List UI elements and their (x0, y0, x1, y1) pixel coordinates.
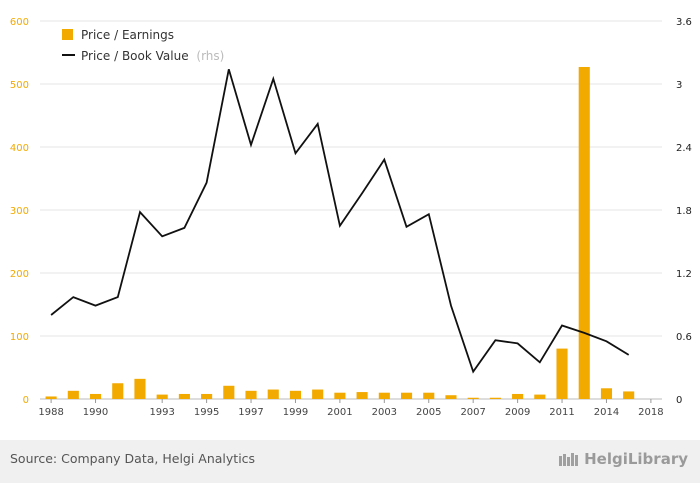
right-tick-label: 1.2 (676, 269, 692, 280)
pe-bar (89, 393, 102, 399)
left-tick-label: 500 (10, 80, 29, 91)
legend-swatch-pe (62, 29, 73, 40)
x-tick-label: 2014 (594, 407, 619, 418)
x-tick-label: 1993 (149, 407, 174, 418)
pe-bar (578, 66, 590, 400)
right-tick-label: 0.6 (676, 332, 692, 343)
x-tick-label: 1997 (238, 407, 263, 418)
pe-bar (623, 391, 635, 399)
pe-bar (223, 385, 235, 399)
legend: Price / Earnings Price / Book Value (rhs… (62, 28, 224, 63)
left-axis: 0 100 200 300 400 500 600 (10, 17, 29, 406)
left-tick-label: 300 (10, 206, 29, 217)
combo-chart: 0 100 200 300 400 500 600 0 0.6 1.2 1.8 2.4 3 3.6 19… (10, 17, 692, 418)
right-tick-label: 0 (676, 395, 682, 406)
x-tick-label: 2005 (416, 407, 441, 418)
x-tick-label: 2011 (549, 407, 574, 418)
x-tick-label: 2001 (327, 407, 352, 418)
grid-lines (40, 20, 662, 400)
right-tick-label: 3 (676, 80, 682, 91)
left-tick-label: 100 (10, 332, 29, 343)
pbv-line (50, 69, 630, 374)
legend-label-pbv-suffix: (rhs) (196, 49, 224, 63)
x-tick-label: 1999 (283, 407, 308, 418)
pe-bar (600, 388, 613, 399)
logo-text: HelgiLibrary (584, 450, 688, 468)
x-tick-label: 2007 (460, 407, 485, 418)
pe-bar (356, 392, 368, 399)
pe-bar (112, 383, 124, 399)
x-tick-label: 2003 (372, 407, 397, 418)
right-axis: 0 0.6 1.2 1.8 2.4 3 3.6 (676, 17, 692, 406)
x-tick-label: 2018 (638, 407, 663, 418)
pe-bar (423, 392, 435, 399)
legend-label-pbv-name: Price / Book Value (81, 49, 189, 63)
pbv-line-group (50, 69, 630, 374)
pe-bar (289, 390, 302, 399)
pe-bar (378, 392, 390, 399)
left-tick-label: 0 (23, 395, 29, 406)
right-tick-label: 3.6 (676, 17, 692, 28)
library-icon (559, 453, 579, 466)
pe-bar (134, 378, 146, 399)
x-tick-label: 1995 (194, 407, 219, 418)
pe-bar (534, 394, 546, 399)
pe-bars (45, 66, 635, 400)
pe-bar (156, 394, 168, 399)
left-tick-label: 200 (10, 269, 29, 280)
right-tick-label: 1.8 (676, 206, 692, 217)
pe-bar (467, 397, 479, 399)
pe-bar (67, 390, 79, 399)
pe-bar (178, 393, 190, 399)
pe-bar (312, 389, 324, 399)
pe-bar (400, 392, 413, 399)
pe-bar (512, 393, 524, 399)
source-text: Source: Company Data, Helgi Analytics (10, 451, 256, 466)
pe-bar (201, 393, 213, 399)
pe-bar (45, 396, 57, 399)
pe-bar (245, 390, 257, 399)
left-tick-label: 600 (10, 17, 29, 28)
pe-bar (445, 395, 457, 399)
legend-label-pbv: Price / Book Value (rhs) (81, 49, 224, 63)
pe-bar (267, 389, 279, 399)
legend-label-pe: Price / Earnings (81, 28, 174, 42)
pe-bar (556, 348, 568, 399)
x-tick-label: 1988 (38, 407, 63, 418)
footer: Source: Company Data, Helgi Analytics He… (0, 440, 700, 483)
x-axis: 1988 1990 1993 1995 1997 1999 2001 2003 2005 2007… (38, 399, 664, 418)
right-tick-label: 2.4 (676, 143, 692, 154)
left-tick-label: 400 (10, 143, 29, 154)
pe-bar (489, 397, 501, 399)
x-tick-label: 1990 (83, 407, 108, 418)
x-tick-label: 2009 (505, 407, 530, 418)
pe-bar (334, 392, 346, 399)
helgi-library-logo: HelgiLibrary (558, 450, 688, 468)
